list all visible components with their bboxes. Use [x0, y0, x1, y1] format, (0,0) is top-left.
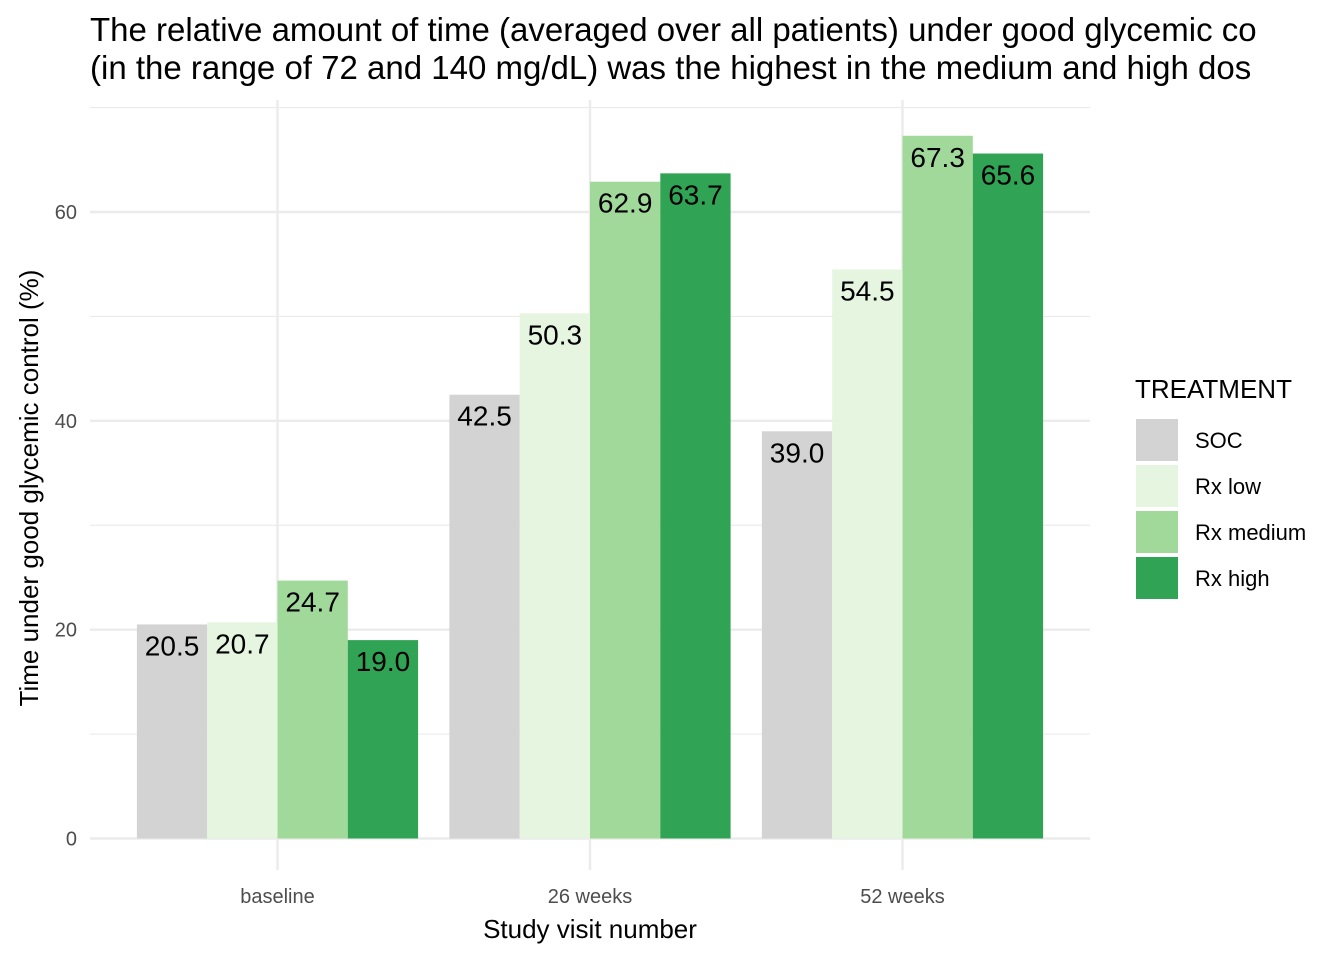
data-label: 24.7 [285, 587, 340, 618]
data-labels: 20.5 20.7 24.7 19.0 42.5 50.3 62.9 63.7 39.0 54.5… [145, 142, 1035, 677]
x-tick-label: baseline [240, 886, 315, 908]
data-label: 39.0 [770, 437, 825, 468]
data-label: 63.7 [668, 179, 723, 210]
data-label: 54.5 [840, 275, 895, 306]
data-label: 19.0 [356, 646, 411, 677]
y-tick-label: 60 [55, 202, 77, 224]
bar-soc-26-weeks [449, 394, 520, 839]
legend-swatch-rx-medium [1136, 511, 1178, 553]
data-label: 62.9 [598, 188, 653, 219]
x-tick-label: 26 weeks [548, 886, 633, 908]
legend-swatch-rx-high [1136, 557, 1178, 599]
bar-soc-52-weeks [761, 431, 833, 839]
x-tick-label: 52 weeks [860, 886, 945, 908]
y-tick-label: 0 [66, 829, 77, 851]
data-label: 67.3 [910, 142, 965, 173]
legend-label: Rx low [1195, 474, 1261, 499]
bar-rx-medium-26-weeks [590, 181, 661, 839]
data-label: 20.5 [145, 630, 200, 661]
bar-rx-high-26-weeks [660, 173, 731, 839]
data-label: 50.3 [528, 319, 583, 350]
chart-subtitle: (in the range of 72 and 140 mg/dL) was t… [90, 49, 1251, 86]
legend: TREATMENT SOC Rx low Rx medium Rx high [1135, 374, 1306, 599]
legend-swatch-rx-low [1136, 465, 1178, 507]
y-tick-label: 40 [55, 411, 77, 433]
data-label: 42.5 [457, 401, 512, 432]
legend-label: Rx high [1195, 566, 1270, 591]
legend-items: SOC Rx low Rx medium Rx high [1136, 419, 1306, 599]
bar-rx-low-52-weeks [832, 269, 903, 839]
legend-swatch-soc [1136, 419, 1178, 461]
bar-rx-high-52-weeks [972, 153, 1044, 839]
bar-rx-low-baseline [207, 622, 278, 839]
bar-rx-medium-baseline [277, 580, 348, 839]
bar-rx-medium-52-weeks [902, 135, 973, 839]
x-axis-tick-labels: baseline 26 weeks 52 weeks [240, 886, 945, 908]
y-axis-label: Time under good glycemic control (%) [14, 270, 44, 707]
bar-rx-low-26-weeks [519, 313, 590, 839]
x-axis-label: Study visit number [483, 914, 697, 944]
legend-label: SOC [1195, 428, 1243, 453]
legend-title: TREATMENT [1135, 374, 1292, 404]
legend-label: Rx medium [1195, 520, 1306, 545]
chart-title: The relative amount of time (averaged ov… [90, 11, 1257, 48]
y-tick-label: 20 [55, 620, 77, 642]
bars [136, 135, 1044, 839]
bar-rx-high-baseline [347, 640, 419, 839]
y-axis-tick-labels: 0 20 40 60 [55, 202, 77, 851]
bar-soc-baseline [136, 624, 208, 839]
data-label: 20.7 [215, 628, 270, 659]
data-label: 65.6 [981, 160, 1036, 191]
